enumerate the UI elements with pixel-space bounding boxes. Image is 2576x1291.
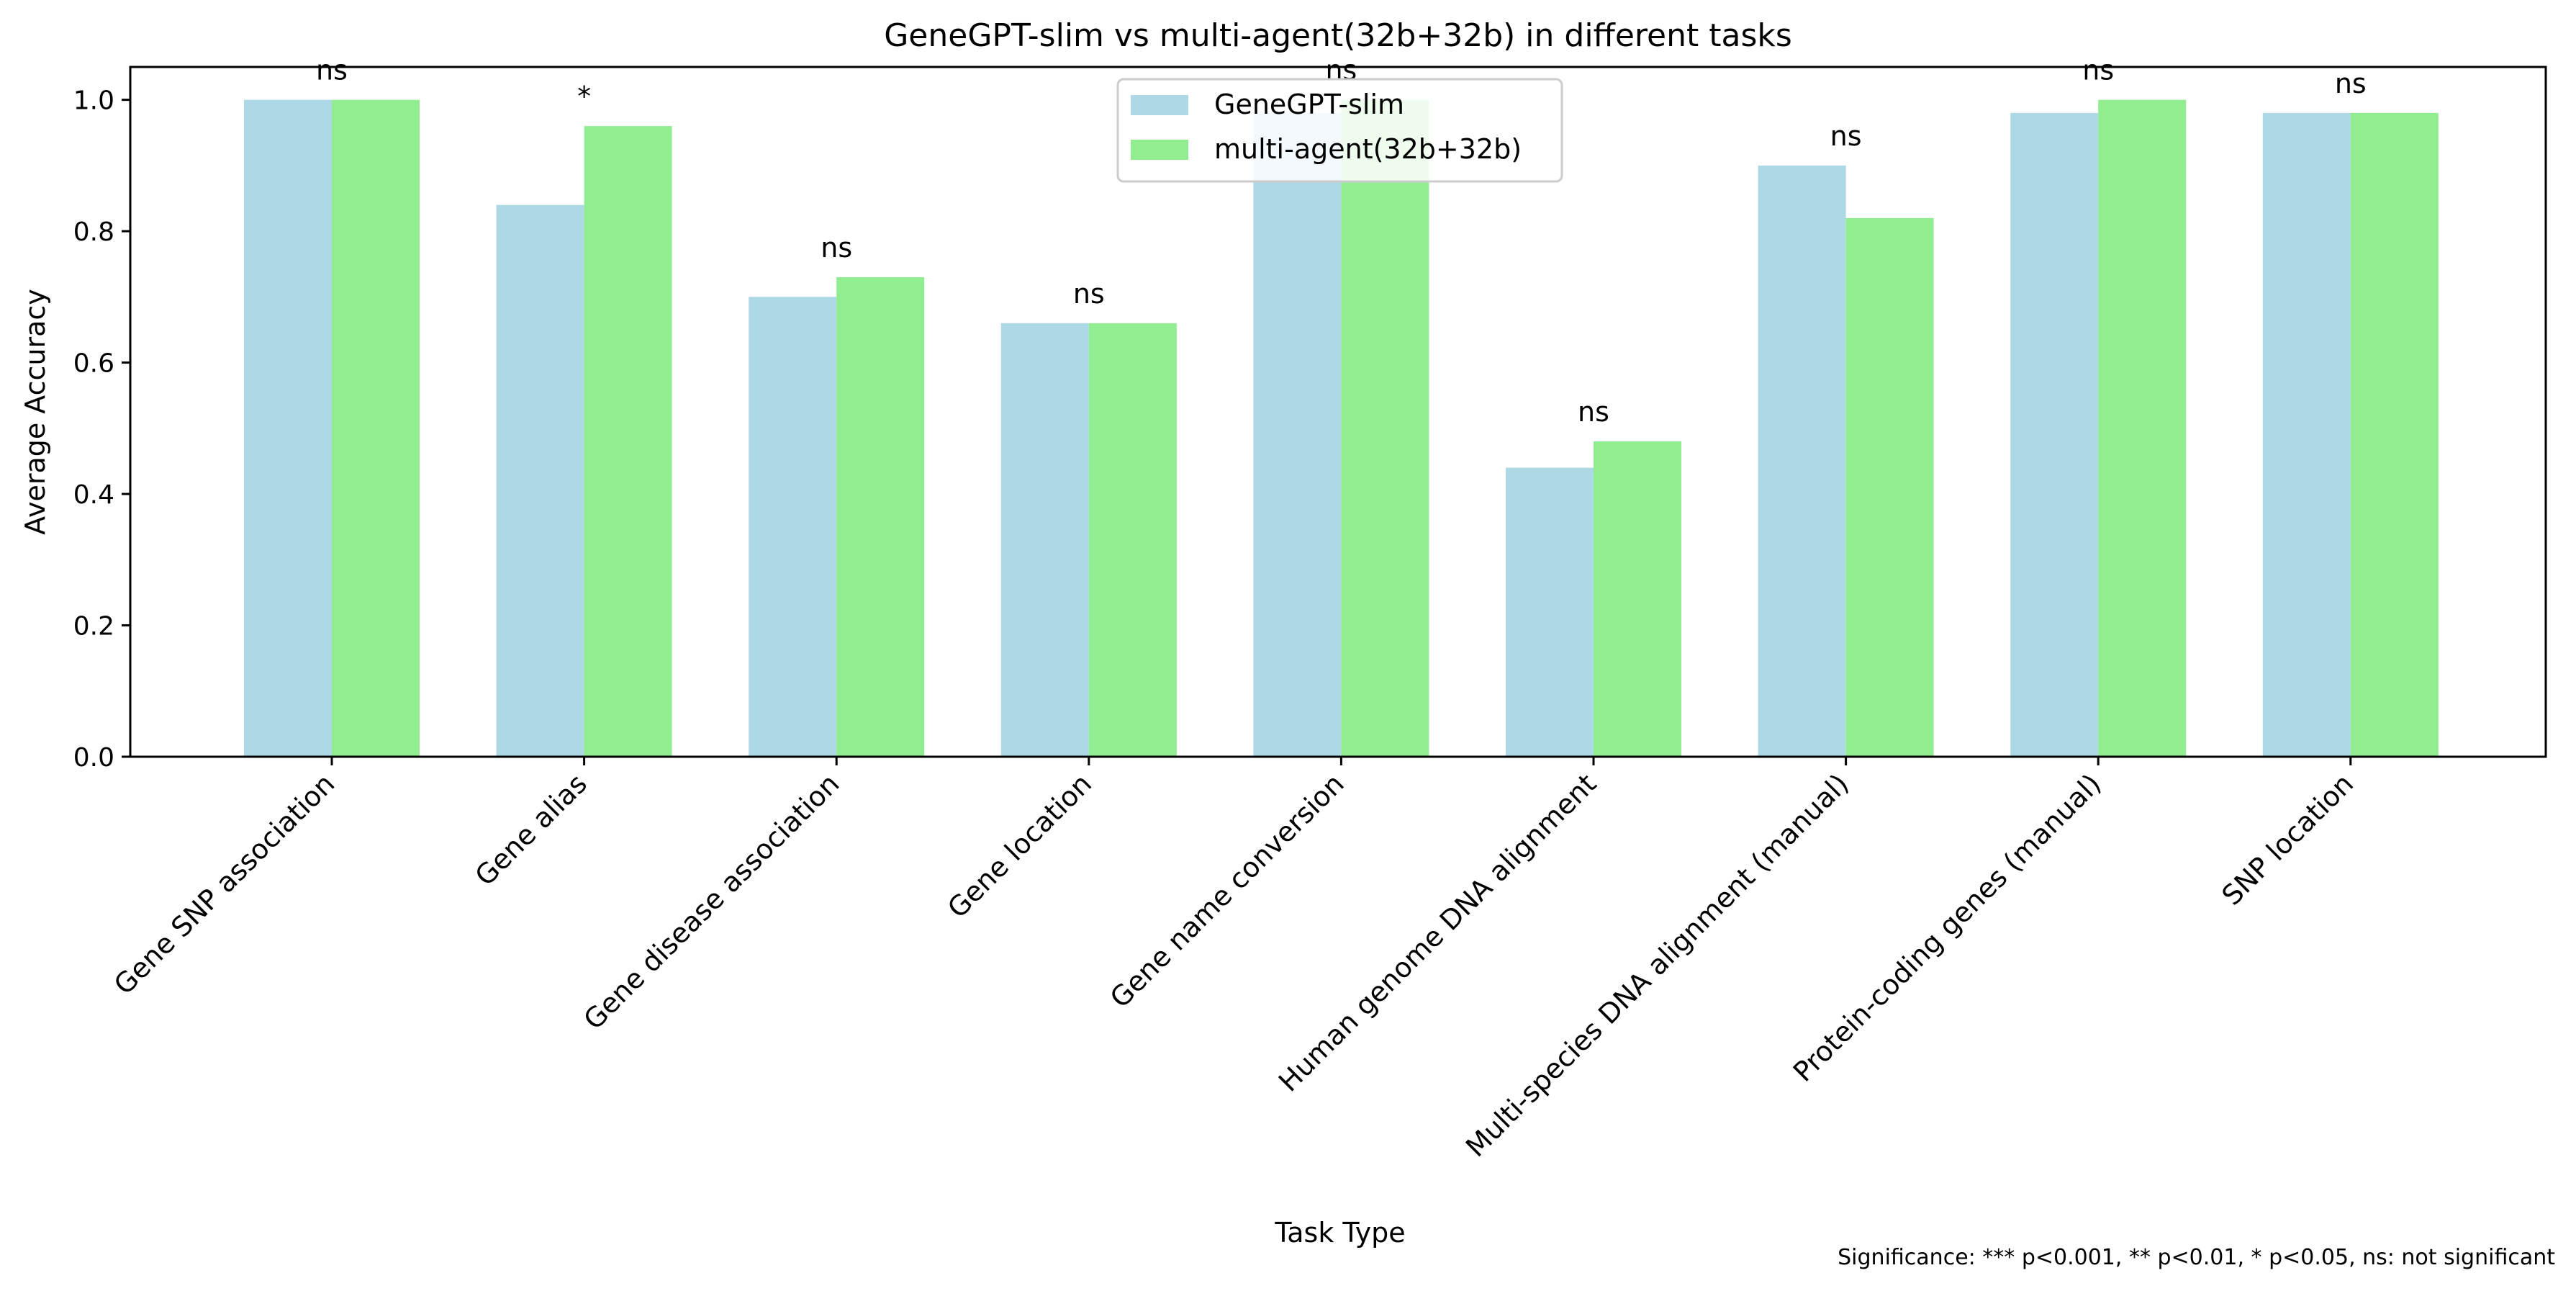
bar-genegpt-slim-2 xyxy=(749,297,837,757)
y-tick-label-5: 1.0 xyxy=(73,86,114,116)
significance-label-7: ns xyxy=(2082,55,2114,86)
significance-label-6: ns xyxy=(1830,120,1862,152)
legend-label-1: multi-agent(32b+32b) xyxy=(1214,133,1522,165)
bar-multi-agent-3 xyxy=(1088,323,1177,757)
x-tick-label-4: Gene name conversion xyxy=(1104,768,1350,1014)
bar-genegpt-slim-8 xyxy=(2262,112,2351,757)
x-axis-label: Task Type xyxy=(1274,1217,1405,1249)
y-tick-label-2: 0.4 xyxy=(73,480,114,510)
y-tick-label-1: 0.2 xyxy=(73,612,114,642)
bar-multi-agent-4 xyxy=(1341,99,1429,757)
x-tick-label-0: Gene SNP association xyxy=(108,768,341,1001)
legend-box xyxy=(1116,78,1563,183)
bar-multi-agent-8 xyxy=(2350,112,2439,757)
bar-genegpt-slim-3 xyxy=(1000,323,1089,757)
y-tick-label-3: 0.6 xyxy=(73,349,114,379)
significance-footnote: Significance: *** p<0.001, ** p<0.01, * … xyxy=(1838,1245,2555,1270)
bar-multi-agent-2 xyxy=(836,276,925,757)
x-tick-label-2: Gene disease association xyxy=(577,768,845,1035)
x-tick-label-6: Multi-species DNA alignment (manual) xyxy=(1460,768,1855,1163)
legend-swatch-1 xyxy=(1131,140,1188,160)
legend-label-0: GeneGPT-slim xyxy=(1214,89,1404,120)
significance-label-1: * xyxy=(577,81,591,112)
significance-label-5: ns xyxy=(1578,396,1609,428)
significance-label-2: ns xyxy=(821,232,852,264)
legend: GeneGPT-slim multi-agent(32b+32b) xyxy=(1116,78,1563,183)
y-tick-label-0: 0.0 xyxy=(73,743,114,773)
legend-swatch-0 xyxy=(1131,95,1188,115)
x-tick-label-7: Protein-coding genes (manual) xyxy=(1787,768,2107,1088)
bar-genegpt-slim-0 xyxy=(244,99,332,757)
y-axis-label: Average Accuracy xyxy=(19,289,51,535)
bars-layer xyxy=(244,99,2439,757)
significance-label-8: ns xyxy=(2335,68,2367,99)
plot-frame xyxy=(129,66,2547,758)
bar-multi-agent-5 xyxy=(1594,441,1681,757)
chart-title: GeneGPT-slim vs multi-agent(32b+32b) in … xyxy=(884,17,1792,54)
significance-label-3: ns xyxy=(1073,278,1105,310)
y-tick-label-4: 0.8 xyxy=(73,217,114,247)
x-tick-label-8: SNP location xyxy=(2216,768,2360,912)
bar-genegpt-slim-7 xyxy=(2010,112,2099,757)
significance-label-0: ns xyxy=(316,55,348,86)
bar-multi-agent-0 xyxy=(332,99,420,757)
bar-multi-agent-7 xyxy=(2098,99,2187,757)
bar-genegpt-slim-5 xyxy=(1506,467,1594,757)
bar-multi-agent-6 xyxy=(1845,217,1934,757)
bar-multi-agent-1 xyxy=(584,126,672,757)
x-tick-label-1: Gene alias xyxy=(469,768,593,891)
bar-genegpt-slim-4 xyxy=(1253,112,1342,757)
y-axis: 0.0 0.2 0.4 0.6 0.8 1.0 xyxy=(73,86,130,773)
bar-genegpt-slim-6 xyxy=(1758,165,1846,757)
bar-genegpt-slim-1 xyxy=(496,204,584,757)
x-tick-label-3: Gene location xyxy=(941,768,1098,924)
